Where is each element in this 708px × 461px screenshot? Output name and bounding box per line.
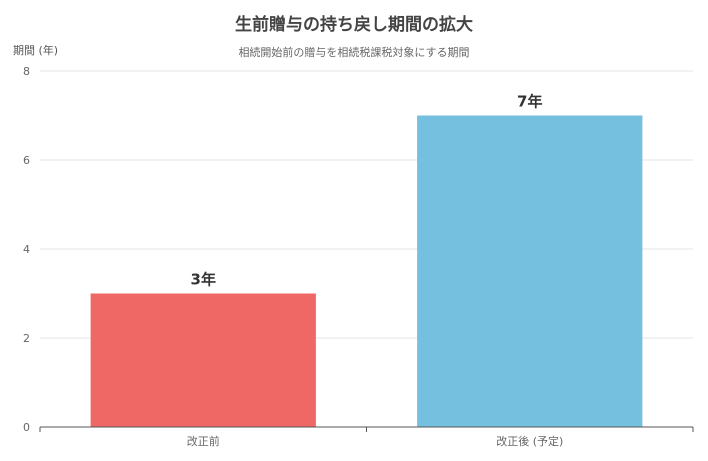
y-tick-label: 4 [23, 243, 30, 256]
chart-subtitle: 相続開始前の贈与を相続税課税対象にする期間 [238, 46, 470, 59]
chart-title: 生前贈与の持ち戻し期間の拡大 [235, 15, 473, 35]
data-label: 7年 [517, 93, 542, 111]
data-label: 3年 [191, 271, 216, 289]
y-tick-label: 8 [23, 65, 30, 78]
x-tick-label: 改正後 (予定) [496, 434, 563, 448]
axes: 0 2 4 6 8 [23, 65, 694, 434]
bars [90, 115, 643, 427]
y-axis-label: 期間 (年) [13, 44, 59, 57]
x-tick-label: 改正前 [187, 434, 220, 448]
y-tick-label: 6 [23, 154, 30, 167]
bar [90, 293, 316, 427]
y-tick-label: 0 [23, 421, 30, 434]
y-tick-label: 2 [23, 332, 30, 345]
bar [417, 115, 643, 427]
